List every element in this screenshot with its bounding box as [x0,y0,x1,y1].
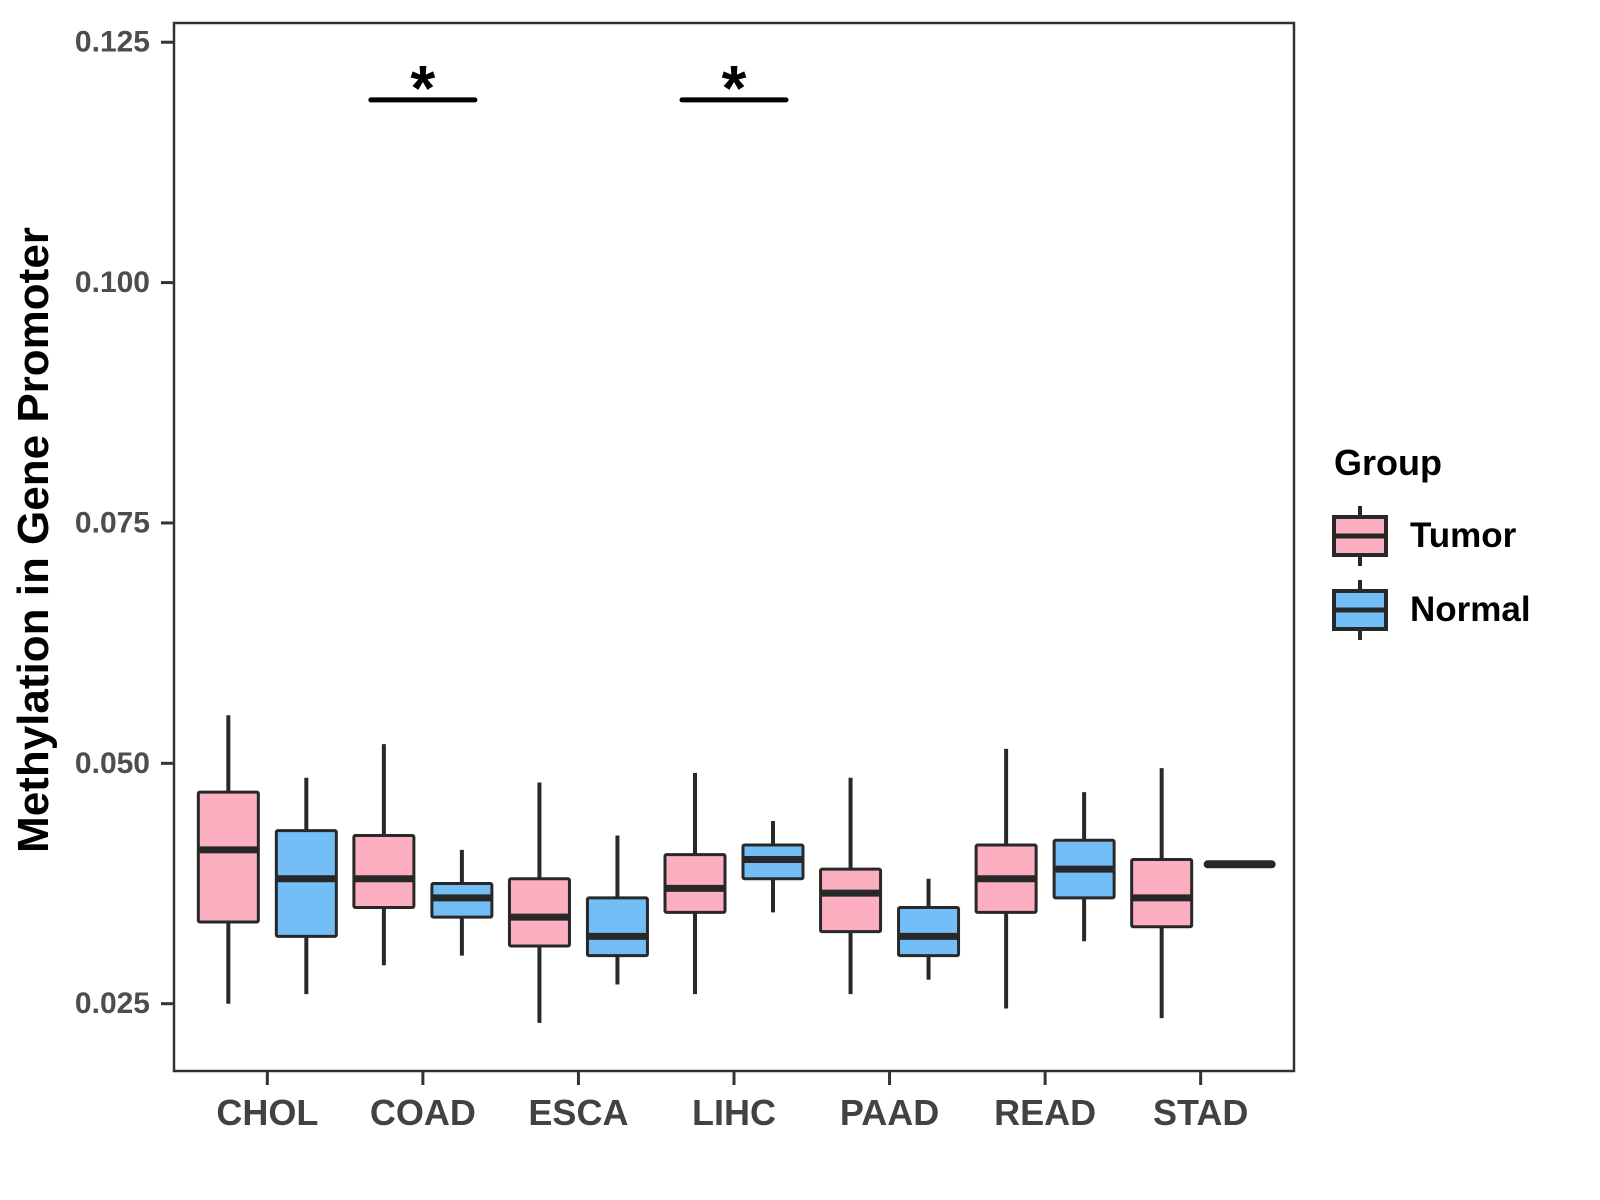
legend-title: Group [1334,442,1442,483]
x-tick-label-paad: PAAD [840,1092,939,1133]
legend-items: Tumor Normal [1332,494,1531,642]
box-tumor-chol [196,790,260,924]
panel-border [172,21,1296,1073]
y-axis-title: Methylation in Gene Promoter [9,227,58,853]
x-tick-label-read: READ [994,1092,1096,1133]
box-tumor-coad [352,833,416,910]
x-tick-label-coad: COAD [370,1092,476,1133]
y-tick-label: 0.100 [75,266,150,299]
box-tumor-stad [1130,857,1194,929]
x-tick-label-stad: STAD [1153,1092,1248,1133]
box-normal-esca [585,896,649,958]
box-tumor-paad [819,867,883,934]
significance-star-lihc: * [722,52,747,124]
x-tick-label-esca: ESCA [528,1092,628,1133]
y-tick-label: 0.075 [75,506,150,539]
legend-key-normal-boxplot-icon [1332,580,1388,640]
legend-item-normal: Normal [1332,578,1531,642]
x-tick-label-chol: CHOL [216,1092,318,1133]
y-tick-label: 0.125 [75,26,150,59]
legend-key-tumor-boxplot-icon [1332,506,1388,566]
box-normal-chol [274,829,338,938]
legend-item-tumor: Tumor [1332,504,1531,568]
legend-label-tumor: Tumor [1410,516,1517,555]
y-tick-label: 0.025 [75,987,150,1020]
box-normal-paad [897,906,961,958]
box-tumor-esca [507,877,571,948]
legend: Group Tumor Normal [1332,442,1531,642]
x-tick-label-lihc: LIHC [692,1092,776,1133]
y-tick-label: 0.050 [75,747,150,780]
box-tumor-lihc [663,853,727,914]
legend-label-normal: Normal [1410,590,1531,629]
significance-star-coad: * [410,52,435,124]
